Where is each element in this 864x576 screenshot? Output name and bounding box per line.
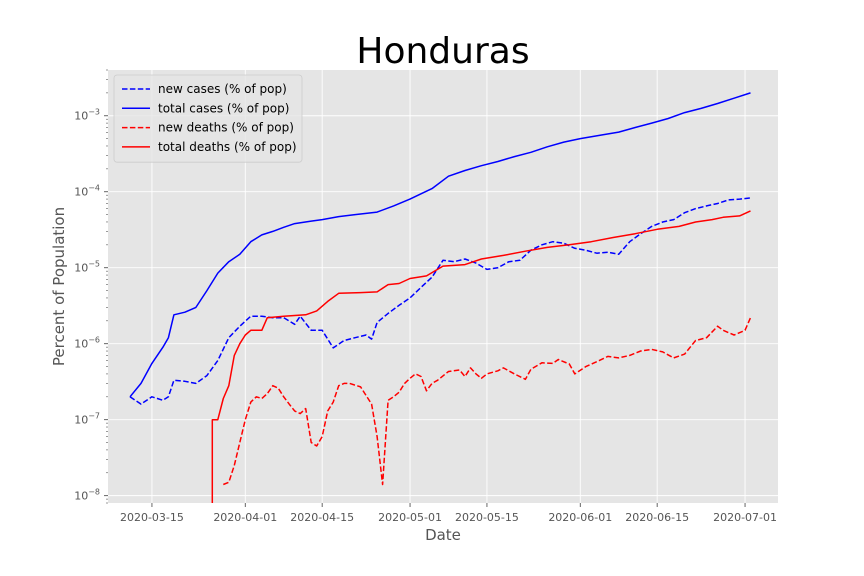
x-tick-label: 2020-05-01 (378, 511, 442, 524)
y-tick-label: 10−7 (74, 412, 100, 427)
legend-label: total cases (% of pop) (158, 101, 289, 115)
series-line (211, 210, 751, 503)
legend-label: new deaths (% of pop) (158, 121, 294, 135)
y-tick-label: 10−5 (74, 260, 100, 275)
x-tick-label: 2020-04-15 (290, 511, 354, 524)
x-tick-label: 2020-06-01 (548, 511, 612, 524)
legend-label: new cases (% of pop) (158, 82, 287, 96)
x-tick-label: 2020-07-01 (713, 511, 777, 524)
x-tick-label: 2020-06-15 (625, 511, 689, 524)
grid (108, 70, 778, 503)
chart-title: Honduras (356, 31, 529, 72)
legend-label: total deaths (% of pop) (158, 140, 297, 154)
series-line (223, 317, 752, 486)
y-tick-label: 10−3 (74, 108, 100, 123)
legend-box (113, 74, 303, 163)
y-tick-label: 10−4 (74, 184, 100, 199)
x-axis-ticks: 2020-03-15 2020-04-01 2020-04-15 2020-05-01… (120, 503, 777, 524)
y-axis-title: Percent of Population (50, 207, 68, 366)
y-tick-label: 10−8 (74, 488, 100, 503)
legend: new cases (% of pop) total cases (% of po… (113, 74, 303, 163)
series-line (129, 92, 751, 398)
y-tick-label: 10−6 (74, 336, 100, 351)
x-tick-label: 2020-03-15 (120, 511, 184, 524)
x-tick-label: 2020-05-15 (455, 511, 519, 524)
plot-lines (129, 92, 752, 503)
y-axis-ticks: 10−8 10−7 10−6 10−5 10−4 10−3 (74, 69, 108, 504)
x-axis-title: Date (425, 526, 461, 544)
x-tick-label: 2020-04-01 (213, 511, 277, 524)
